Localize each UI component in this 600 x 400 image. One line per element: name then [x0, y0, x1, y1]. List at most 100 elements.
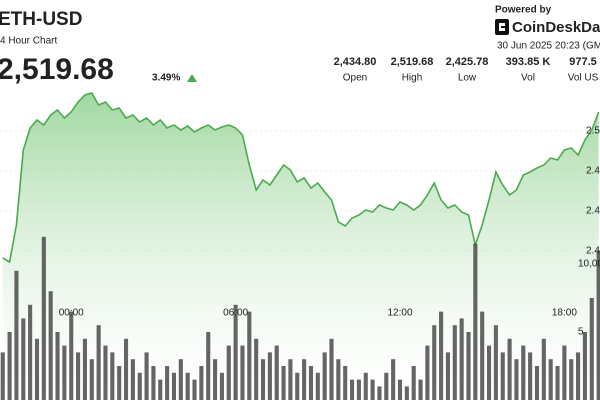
- volume-bar: [459, 318, 464, 400]
- volume-bar: [254, 338, 259, 400]
- volume-bar: [192, 379, 197, 400]
- volume-bar: [158, 379, 163, 400]
- x-tick-label: 18:00: [552, 308, 577, 319]
- volume-bar: [569, 359, 574, 400]
- volume-bar: [514, 359, 519, 400]
- volume-bar: [14, 270, 19, 400]
- volume-bar: [507, 338, 512, 400]
- volume-bar: [288, 359, 293, 400]
- change: 3.49%: [152, 73, 180, 84]
- volume-bar: [329, 338, 334, 400]
- volume-bar: [295, 372, 300, 400]
- volume-bar: [562, 345, 567, 400]
- volume-bar: [350, 379, 355, 400]
- volume-bar: [0, 352, 5, 400]
- volume-bar: [21, 318, 26, 400]
- volume-bar: [486, 345, 492, 400]
- price: 2,519.68: [0, 53, 114, 86]
- stat-label: Vol US: [568, 73, 599, 84]
- volume-bar: [452, 325, 457, 400]
- x-tick-label: 12:00: [387, 308, 412, 319]
- y-tick-label: 2.46: [586, 206, 600, 217]
- volume-bar: [308, 366, 314, 400]
- volume-bar: [528, 352, 533, 400]
- volume-bar: [213, 359, 218, 400]
- price-area: [2, 93, 599, 400]
- volume-bar: [178, 359, 183, 400]
- volume-bar: [466, 332, 471, 400]
- stat-value: 2,425.78: [446, 56, 489, 68]
- volume-bar: [171, 372, 177, 400]
- volume-bar: [555, 366, 560, 400]
- stat-label: Open: [343, 73, 367, 84]
- volume-bar: [596, 250, 600, 400]
- volume-bar: [343, 366, 348, 400]
- volume-bar: [589, 298, 594, 400]
- y2-tick-label: 5: [578, 327, 584, 338]
- brand-icon-mark: [499, 23, 505, 31]
- volume-bar: [76, 352, 81, 400]
- volume-bar: [123, 338, 129, 400]
- volume-bar: [206, 332, 211, 400]
- volume-bar: [541, 338, 546, 400]
- stat-value: 2,519.68: [391, 56, 434, 68]
- volume-bar: [82, 338, 87, 400]
- y-tick-label: 2.48: [586, 166, 600, 177]
- volume-bar: [89, 359, 94, 400]
- x-tick-label: 00:00: [59, 308, 84, 319]
- volume-bar: [404, 386, 409, 400]
- volume-bar: [302, 359, 307, 400]
- volume-bar: [185, 372, 190, 400]
- brand: CoinDeskDat: [512, 19, 600, 36]
- volume-bar: [363, 372, 368, 400]
- powered-by: Powered by: [495, 5, 552, 16]
- stat-value: 977.5: [569, 56, 597, 68]
- volume-bar: [480, 311, 485, 400]
- subtitle: 4 Hour Chart: [0, 36, 57, 47]
- title: ETH-USD: [0, 9, 82, 30]
- volume-bar: [219, 372, 224, 400]
- up-arrow: [187, 74, 197, 82]
- volume-bar: [151, 366, 156, 400]
- volume-bar: [226, 345, 231, 400]
- y2-tick-label: 10,00: [578, 259, 600, 270]
- volume-bar: [267, 352, 272, 400]
- volume-bar: [233, 304, 238, 400]
- volume-bar: [110, 352, 115, 400]
- volume-bar: [425, 345, 430, 400]
- volume-bar: [576, 352, 581, 400]
- volume-bar: [281, 366, 286, 400]
- volume-bar: [34, 338, 40, 400]
- volume-bar: [500, 352, 505, 400]
- volume-bar: [315, 372, 320, 400]
- stat-label: Vol: [521, 73, 535, 84]
- price-line: [2, 92, 600, 264]
- volume-bar: [117, 366, 122, 400]
- x-tick-label: 06:00: [223, 308, 248, 319]
- volume-bar: [391, 359, 396, 400]
- volume-bar: [445, 352, 450, 400]
- volume-bar: [521, 345, 526, 400]
- y-tick-label: 2.44: [586, 246, 600, 257]
- volume-bar: [384, 372, 389, 400]
- volume-bar: [260, 359, 266, 400]
- volume-bar: [165, 366, 170, 400]
- y-tick-label: 2.5: [586, 126, 600, 137]
- volume-bar: [144, 352, 149, 400]
- volume-bar: [7, 332, 12, 400]
- stat-value: 2,434.80: [334, 56, 377, 68]
- volume-bar: [96, 325, 101, 400]
- volume-bar: [411, 366, 416, 400]
- volume-bar: [493, 325, 498, 400]
- timestamp: 30 Jun 2025 20:23 (GM: [497, 41, 600, 52]
- stat-label: High: [402, 73, 423, 84]
- volume-bar: [62, 345, 67, 400]
- volume-bar: [240, 345, 245, 400]
- volume-bar: [377, 386, 382, 400]
- stat-label: Low: [458, 73, 477, 84]
- volume-bar: [432, 325, 437, 400]
- brand-icon: [495, 19, 509, 35]
- volume-bar: [28, 304, 33, 400]
- volume-bar: [137, 372, 142, 400]
